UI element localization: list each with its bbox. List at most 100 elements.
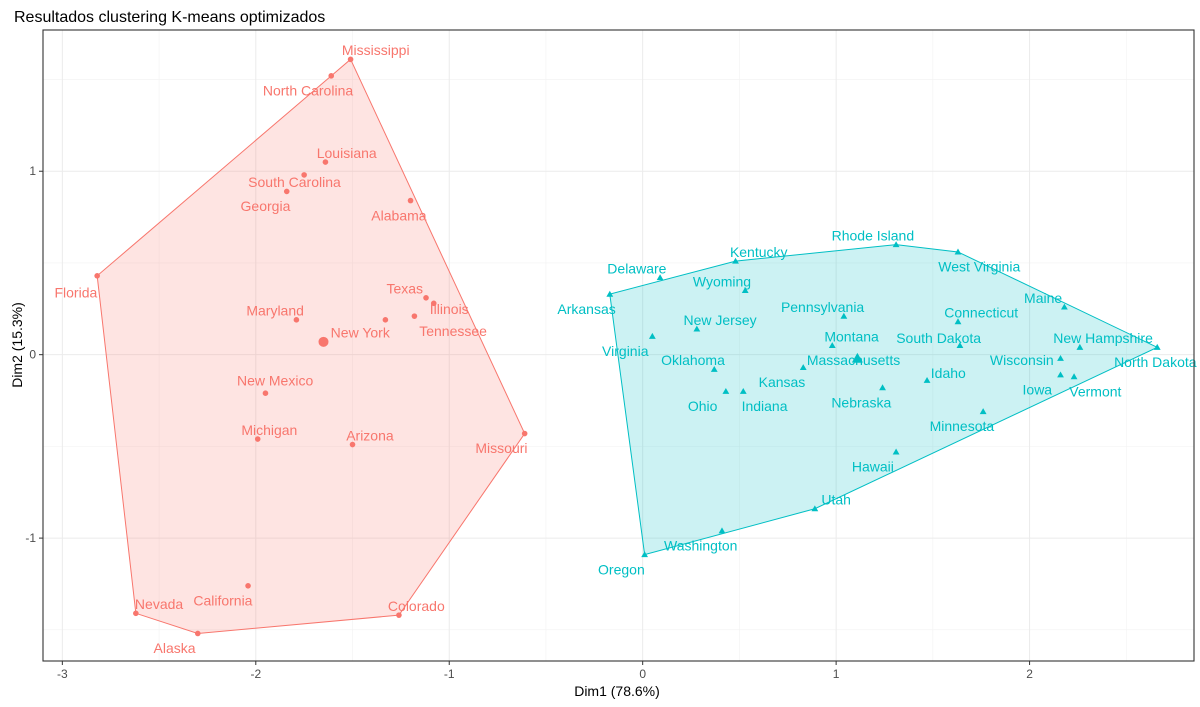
point-michigan	[254, 436, 261, 442]
x-tick-label: -1	[444, 667, 455, 681]
label-minnesota: Minnesota	[930, 418, 995, 434]
label-utah: Utah	[821, 492, 851, 508]
point-north-carolina	[328, 73, 335, 79]
y-axis-title: Dim2 (15.3%)	[9, 302, 25, 388]
label-new-mexico: New Mexico	[237, 372, 313, 388]
label-west-virginia: West Virginia	[938, 259, 1020, 275]
label-nevada: Nevada	[135, 596, 183, 612]
label-rhode-island: Rhode Island	[832, 227, 915, 243]
point-maine	[1060, 303, 1068, 310]
point-georgia	[283, 188, 290, 195]
point-maryland	[293, 317, 300, 323]
point-washington	[718, 527, 726, 534]
label-maine: Maine	[1024, 290, 1062, 306]
label-wyoming: Wyoming	[693, 273, 751, 289]
label-colorado: Colorado	[388, 598, 445, 614]
point-north-dakota	[1153, 343, 1161, 350]
label-tennessee: Tennessee	[419, 323, 487, 339]
point-nebraska	[879, 384, 886, 391]
label-south-dakota: South Dakota	[896, 330, 981, 346]
label-iowa: Iowa	[1023, 382, 1053, 398]
label-alabama: Alabama	[371, 207, 426, 223]
x-tick-label: 0	[639, 667, 646, 681]
point-alabama	[407, 197, 414, 204]
point-west-virginia	[954, 248, 962, 255]
point-mississippi	[347, 56, 354, 63]
label-mississippi: Mississippi	[342, 42, 410, 58]
cluster-2-hull	[609, 244, 1159, 556]
label-montana: Montana	[824, 328, 879, 344]
point-virginia	[648, 332, 656, 339]
point-illinois	[430, 300, 437, 307]
point-kentucky	[732, 257, 739, 264]
plot-area: Mississippi North Carolina Louisiana South …	[25, 29, 1197, 681]
label-wisconsin: Wisconsin	[990, 352, 1054, 368]
label-texas: Texas	[386, 281, 423, 297]
point-oklahoma	[710, 365, 718, 372]
point-california	[245, 582, 251, 589]
x-tick-label: 2	[1026, 667, 1033, 681]
point-delaware	[656, 274, 664, 281]
point-montana	[828, 342, 836, 349]
y-tick-label: 0	[29, 348, 36, 362]
point-pennsylvania	[840, 312, 848, 319]
cluster-1-hull	[96, 58, 526, 634]
point-rhode-island	[892, 241, 900, 248]
panel-border	[42, 29, 1195, 662]
point-ohio	[722, 387, 730, 394]
point-iowa	[1057, 371, 1064, 378]
label-louisiana: Louisiana	[317, 145, 377, 161]
cluster-1-centroid	[318, 336, 329, 347]
y-tick-label: 1	[29, 164, 36, 178]
label-oklahoma: Oklahoma	[661, 352, 725, 368]
label-new-york: New York	[331, 325, 391, 341]
point-texas	[423, 295, 429, 301]
label-washington: Washington	[664, 537, 737, 553]
point-tennessee	[411, 313, 418, 319]
label-arizona: Arizona	[346, 427, 394, 443]
point-kansas	[799, 364, 807, 371]
point-colorado	[396, 612, 402, 618]
point-new-hampshire	[1076, 343, 1084, 350]
cluster-2-centroid	[851, 352, 863, 363]
label-california: California	[193, 592, 252, 608]
label-kentucky: Kentucky	[730, 244, 788, 260]
label-new-hampshire: New Hampshire	[1053, 330, 1153, 346]
point-connecticut	[954, 318, 962, 325]
point-arkansas	[606, 290, 614, 297]
label-georgia: Georgia	[241, 198, 291, 214]
label-arkansas: Arkansas	[557, 301, 615, 317]
label-maryland: Maryland	[246, 303, 304, 319]
x-tick-label: -3	[57, 667, 68, 681]
label-hawaii: Hawaii	[852, 459, 894, 475]
point-florida	[94, 272, 100, 279]
point-utah	[811, 505, 819, 512]
label-north-dakota: North Dakota	[1114, 354, 1197, 370]
point-south-carolina	[301, 172, 307, 178]
label-illinois: Illinois	[430, 301, 469, 317]
label-delaware: Delaware	[607, 260, 666, 276]
point-vermont	[1070, 373, 1078, 380]
label-kansas: Kansas	[759, 374, 806, 390]
point-louisiana	[322, 159, 329, 165]
point-oregon	[641, 551, 649, 558]
label-florida: Florida	[54, 284, 97, 300]
point-hawaii	[892, 448, 900, 455]
point-wisconsin	[1057, 354, 1064, 361]
label-oregon: Oregon	[598, 561, 645, 577]
label-connecticut: Connecticut	[944, 304, 1018, 320]
point-indiana	[739, 387, 747, 394]
point-south-dakota	[956, 342, 964, 349]
x-axis-title: Dim1 (78.6%)	[574, 683, 660, 699]
point-arizona	[349, 441, 356, 448]
label-south-carolina: South Carolina	[248, 174, 341, 190]
x-tick-label: 1	[833, 667, 840, 681]
label-nebraska: Nebraska	[831, 394, 891, 410]
y-tick-label: -1	[25, 531, 36, 545]
x-tick-label: -2	[250, 667, 261, 681]
label-vermont: Vermont	[1069, 383, 1121, 399]
point-idaho	[923, 376, 931, 383]
label-indiana: Indiana	[742, 398, 788, 414]
